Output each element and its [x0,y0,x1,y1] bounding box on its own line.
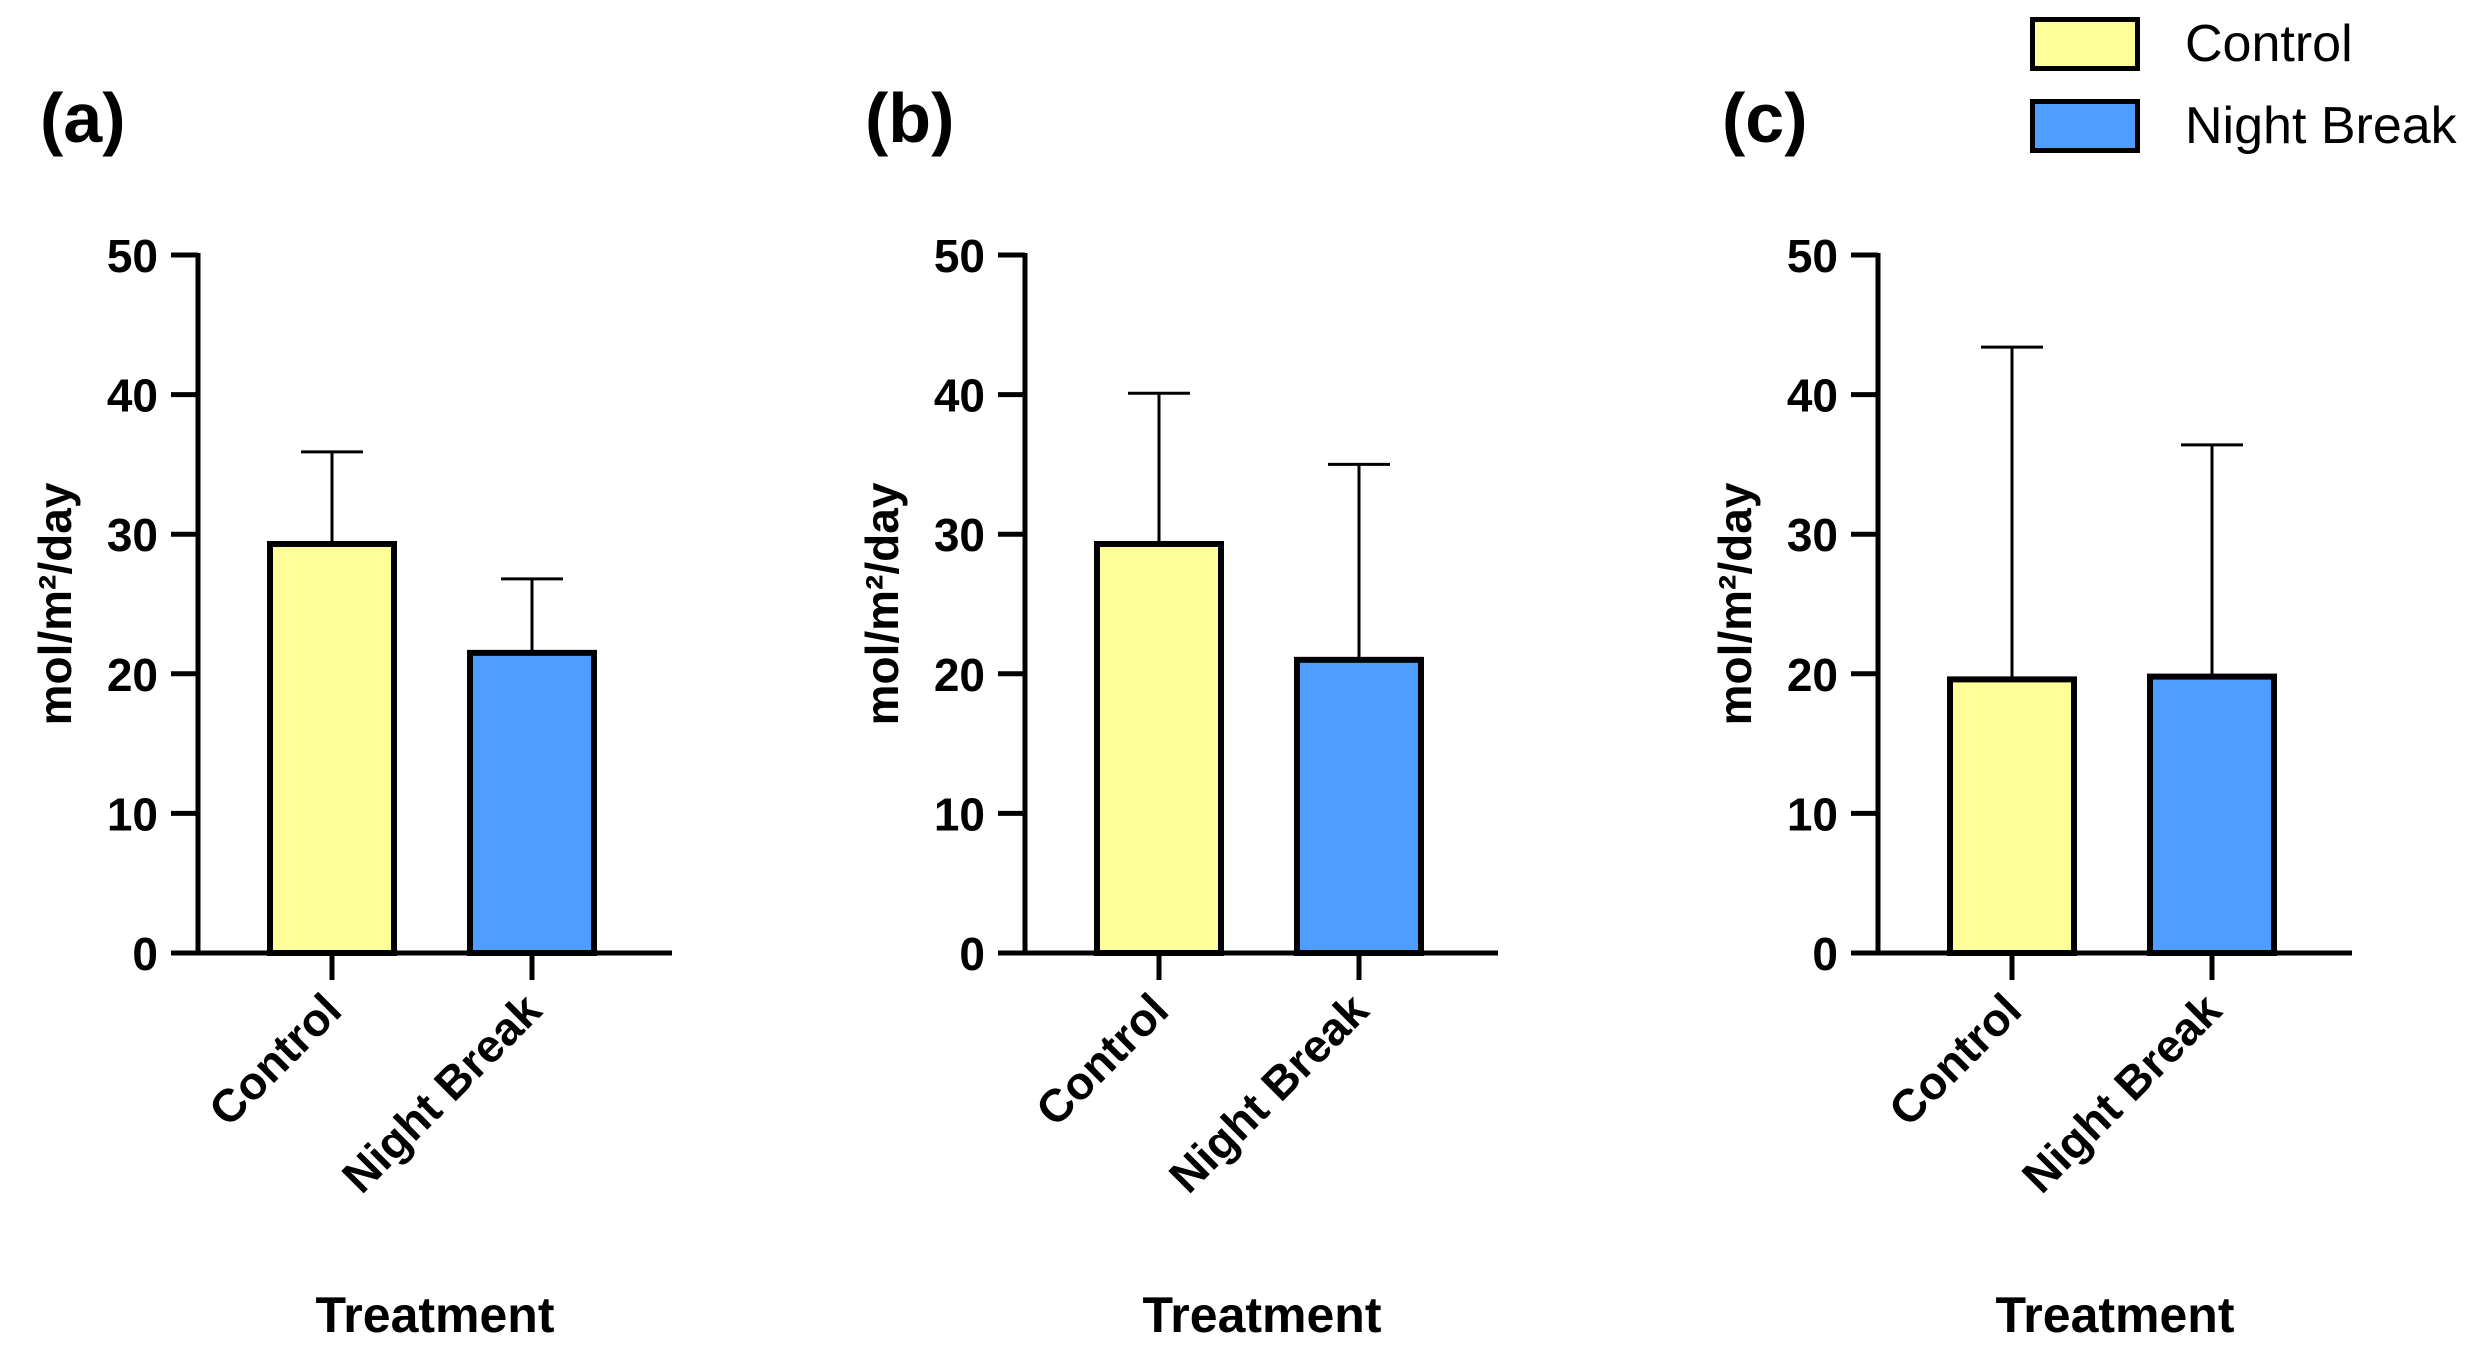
y-tick-label: 30 [1787,509,1838,561]
legend-item-control: Control [2030,14,2457,74]
y-tick-label: 40 [107,370,158,422]
bar [1294,656,1424,957]
y-axis-label: mol/m²/day [29,482,81,725]
legend-label-control: Control [2185,15,2353,73]
x-tick-label: Night Break [332,983,552,1203]
x-tick-label: Control [199,983,351,1135]
x-tick-label: Night Break [1159,983,1379,1203]
legend-item-night-break: Night Break [2030,96,2457,156]
legend: Control Night Break [2030,14,2457,178]
y-tick-label: 50 [1787,230,1838,282]
x-axis-label: Treatment [316,1287,555,1343]
y-tick-label: 10 [1787,788,1838,840]
y-tick-label: 50 [934,230,985,282]
panel-label: (a) [40,79,126,157]
bar [1094,540,1224,956]
y-tick-label: 30 [934,509,985,561]
bar [267,540,397,956]
y-tick-label: 50 [107,230,158,282]
y-tick-label: 20 [1787,649,1838,701]
bar [2147,673,2277,956]
x-axis-label: Treatment [1143,1287,1382,1343]
y-tick-label: 20 [107,649,158,701]
x-tick-label: Night Break [2012,983,2232,1203]
x-tick-label: Control [1026,983,1178,1135]
y-tick-label: 20 [934,649,985,701]
x-axis-label: Treatment [1996,1287,2235,1343]
panel-label: (c) [1722,79,1808,157]
y-tick-label: 10 [934,788,985,840]
y-axis-label: mol/m²/day [856,482,908,725]
x-tick-label: Control [1879,983,2031,1135]
y-tick-label: 40 [934,370,985,422]
bar [1947,676,2077,956]
y-tick-label: 30 [107,509,158,561]
y-tick-label: 0 [132,928,158,980]
panel-label: (b) [865,79,954,157]
legend-label-night-break: Night Break [2185,97,2457,155]
y-tick-label: 0 [1812,928,1838,980]
y-tick-label: 0 [959,928,985,980]
legend-swatch-night-break [2030,99,2140,153]
y-axis-label: mol/m²/day [1709,482,1761,725]
legend-swatch-control [2030,17,2140,71]
bar [467,649,597,956]
y-tick-label: 40 [1787,370,1838,422]
y-tick-label: 10 [107,788,158,840]
